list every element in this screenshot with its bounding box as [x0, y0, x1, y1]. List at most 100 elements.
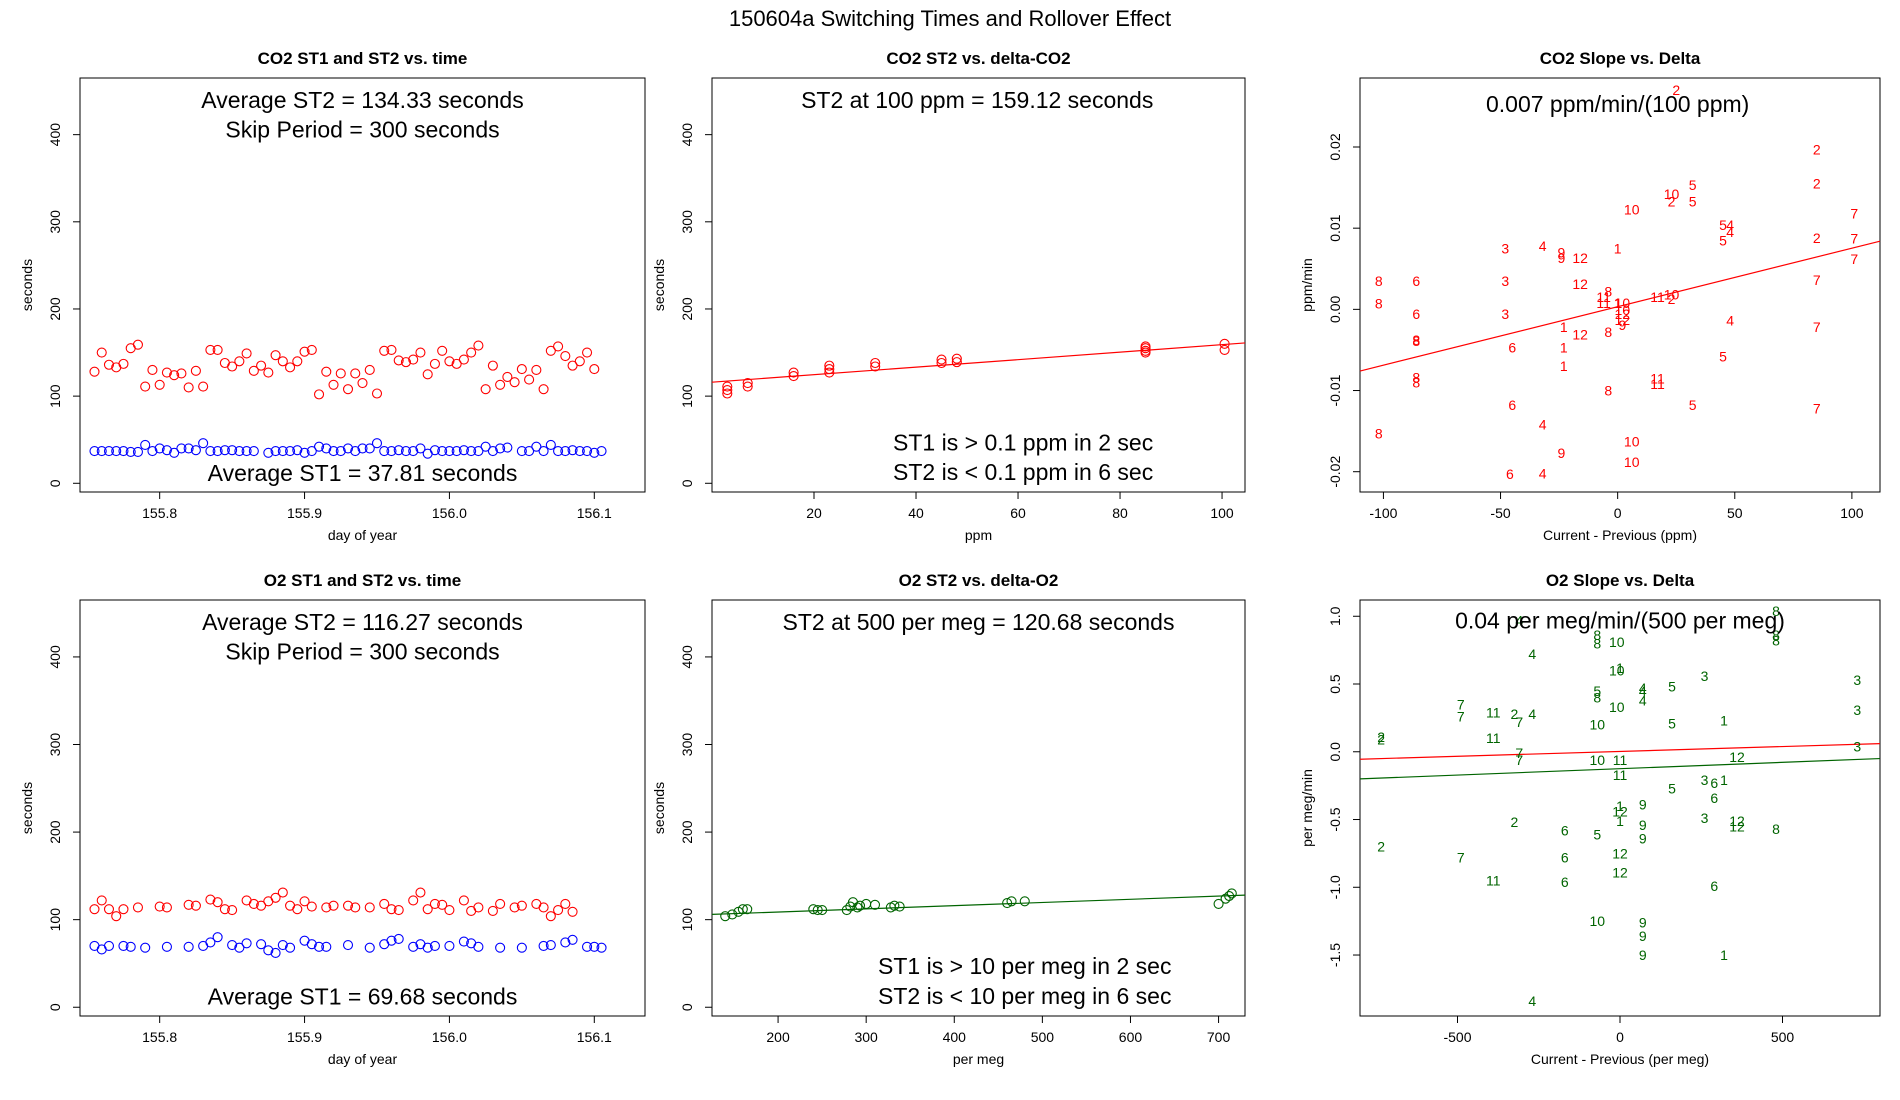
data-point [125, 941, 136, 952]
chart-title: O2 ST2 vs. delta-O2 [899, 571, 1059, 590]
data-point [285, 942, 296, 953]
data-point-label: 1 [1616, 660, 1624, 676]
data-point [1220, 893, 1231, 904]
data-point-label: 2 [1813, 230, 1821, 246]
y-tick-label: 400 [679, 645, 695, 669]
y-tick-label: 400 [47, 123, 63, 147]
data-point [103, 445, 115, 457]
data-point [852, 902, 863, 913]
data-point [183, 382, 194, 393]
data-point [466, 445, 477, 457]
y-tick-label: 300 [47, 733, 63, 757]
data-point-label: 7 [1457, 849, 1465, 865]
y-tick-label: -1.5 [1327, 943, 1343, 967]
data-point [212, 344, 223, 355]
data-point-label: 8 [1772, 821, 1780, 837]
chart-annotation: Average ST2 = 116.27 seconds [202, 609, 523, 635]
data-point [870, 361, 881, 372]
data-point [205, 894, 216, 905]
data-point-label: 8 [1412, 333, 1420, 349]
data-point [89, 904, 100, 915]
data-point [118, 904, 129, 915]
data-point [89, 445, 100, 457]
data-point [531, 364, 542, 376]
data-point [292, 445, 303, 456]
data-point [444, 356, 455, 367]
data-point-label: 4 [1726, 217, 1734, 233]
y-tick-label: 300 [47, 210, 63, 234]
data-point [538, 902, 549, 913]
data-point-label: 9 [1558, 445, 1566, 461]
data-point [147, 445, 158, 457]
data-point-label: 1 [1560, 358, 1568, 374]
data-point [270, 947, 281, 958]
y-tick-label: 0 [47, 479, 63, 487]
data-point-label: 12 [1572, 327, 1588, 343]
data-point [335, 445, 346, 457]
data-point [936, 357, 947, 369]
data-point-label: 12 [1729, 749, 1745, 765]
chart-annotation: ST2 at 500 per meg = 120.68 seconds [783, 609, 1175, 635]
x-tick-label: -50 [1490, 505, 1510, 521]
data-point-label: 8 [1593, 635, 1601, 651]
data-point [364, 902, 375, 913]
data-point-label: 6 [1561, 822, 1569, 838]
data-point [285, 362, 296, 373]
data-point [560, 937, 571, 948]
data-point [299, 896, 310, 907]
y-tick-label: -0.01 [1327, 374, 1343, 406]
data-point-label: 12 [1572, 276, 1588, 292]
data-point [495, 898, 506, 909]
data-point-label: 6 [1561, 849, 1569, 865]
data-point-label: 8 [1375, 273, 1383, 289]
data-point-label: 8 [1412, 332, 1420, 348]
data-point-label: 3 [1853, 738, 1861, 754]
y-tick-label: 0.0 [1327, 742, 1343, 762]
data-point [350, 445, 361, 457]
data-point [342, 900, 354, 911]
data-point [415, 887, 426, 898]
data-point-label: 10 [1624, 454, 1640, 470]
data-point [140, 381, 151, 392]
data-point-label: 9 [1639, 817, 1647, 833]
data-point [111, 445, 122, 457]
data-point-label: 11 [1596, 289, 1611, 305]
data-point [545, 911, 556, 922]
series-st2 [89, 887, 578, 922]
y-tick-label: 200 [47, 820, 63, 844]
data-point [429, 940, 440, 951]
data-point [400, 357, 412, 368]
data-point-label: 9 [1639, 928, 1647, 944]
x-tick-label: 0 [1616, 1029, 1624, 1045]
data-point-label: 1 [1720, 947, 1728, 963]
x-tick-label: 155.9 [287, 1029, 322, 1045]
data-point [393, 445, 404, 456]
data-point [248, 365, 259, 376]
data-point [299, 447, 310, 458]
data-point [256, 939, 267, 950]
x-tick-label: 600 [1119, 1029, 1143, 1045]
data-point [263, 447, 274, 458]
data-point [263, 945, 274, 956]
data-point [118, 940, 129, 951]
x-tick-label: 60 [1010, 505, 1026, 521]
x-tick-label: 155.8 [142, 1029, 177, 1045]
data-point-label: 7 [1515, 745, 1523, 761]
data-point-label: 10 [1664, 287, 1680, 303]
series-st1 [89, 438, 607, 459]
data-point [589, 364, 600, 375]
data-point [154, 379, 165, 390]
data-point [567, 445, 578, 456]
data-point [524, 445, 535, 457]
data-point [176, 368, 187, 379]
x-tick-label: 156.1 [577, 505, 612, 521]
x-tick-label: 156.0 [432, 505, 467, 521]
data-point-label: 4 [1539, 238, 1547, 254]
data-point [596, 445, 607, 457]
data-point [364, 942, 375, 953]
data-point [894, 901, 905, 912]
data-point [386, 344, 397, 355]
data-point-label: 9 [1558, 245, 1566, 261]
data-point [545, 940, 556, 951]
data-point [727, 909, 738, 920]
